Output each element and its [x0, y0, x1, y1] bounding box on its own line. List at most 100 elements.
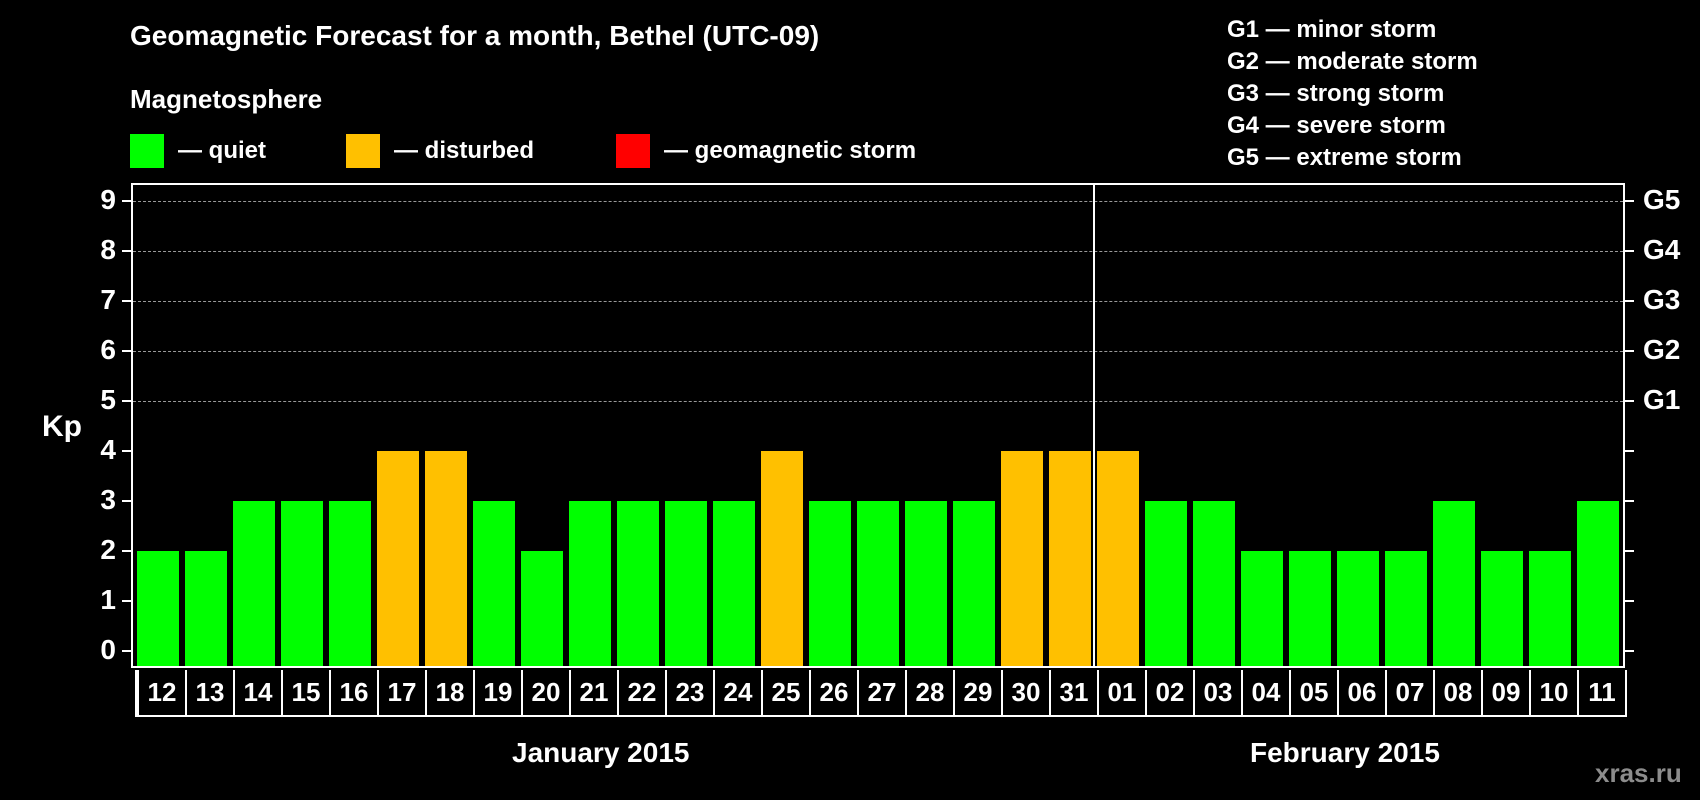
- kp-bar: [1289, 551, 1331, 666]
- day-label: 01: [1097, 670, 1145, 715]
- g5-legend: G5 — extreme storm: [1227, 144, 1462, 171]
- kp-bar: [1001, 451, 1043, 666]
- legend-quiet-label: — quiet: [178, 137, 266, 164]
- gridline: [133, 301, 1623, 302]
- y-tick-label: 5: [100, 384, 116, 415]
- y-tick: [122, 600, 131, 602]
- y-tick: [122, 200, 131, 202]
- day-label: 24: [713, 670, 761, 715]
- day-labels: 12 13 14 15 16 17 18 19 20 21 22 23 24 25 26 27 28 29 30 31…: [135, 670, 1627, 717]
- day-label: 06: [1337, 670, 1385, 715]
- kp-bar: [569, 501, 611, 666]
- day-label: 18: [425, 670, 473, 715]
- y-tick-label: 4: [100, 434, 116, 465]
- kp-bar: [329, 501, 371, 666]
- day-label: 21: [569, 670, 617, 715]
- right-tick: [1625, 250, 1634, 252]
- kp-bar: [1337, 551, 1379, 666]
- y-tick-label: 9: [100, 184, 116, 215]
- y-tick-label: 2: [100, 534, 116, 565]
- plot-area: [131, 183, 1625, 668]
- g-scale-label: G5: [1643, 184, 1681, 215]
- y-tick-label: 8: [100, 234, 116, 265]
- day-label: 14: [233, 670, 281, 715]
- kp-bar: [521, 551, 563, 666]
- kp-bar: [185, 551, 227, 666]
- kp-bar: [809, 501, 851, 666]
- g2-legend: G2 — moderate storm: [1227, 48, 1478, 75]
- right-tick: [1625, 500, 1634, 502]
- month-separator: [1093, 185, 1095, 666]
- kp-bar: [1193, 501, 1235, 666]
- kp-bar: [1097, 451, 1139, 666]
- legend-quiet: — quiet: [130, 134, 266, 168]
- day-label: 30: [1001, 670, 1049, 715]
- y-tick: [122, 550, 131, 552]
- y-axis-label: Kp: [42, 410, 82, 443]
- day-label: 17: [377, 670, 425, 715]
- y-tick: [122, 350, 131, 352]
- kp-bar: [953, 501, 995, 666]
- right-tick: [1625, 300, 1634, 302]
- day-label: 28: [905, 670, 953, 715]
- kp-bar: [713, 501, 755, 666]
- kp-bar: [617, 501, 659, 666]
- storm-swatch: [616, 134, 650, 168]
- y-tick-label: 7: [100, 284, 116, 315]
- y-tick: [122, 450, 131, 452]
- kp-bar: [233, 501, 275, 666]
- gridline: [133, 201, 1623, 202]
- right-tick: [1625, 350, 1634, 352]
- g3-legend: G3 — strong storm: [1227, 80, 1445, 107]
- legend-disturbed-label: — disturbed: [394, 137, 535, 164]
- month-label-january: January 2015: [512, 737, 690, 768]
- day-label: 22: [617, 670, 665, 715]
- right-tick: [1625, 650, 1634, 652]
- right-tick: [1625, 200, 1634, 202]
- kp-bar: [473, 501, 515, 666]
- day-label: 27: [857, 670, 905, 715]
- g-scale-label: G3: [1643, 284, 1681, 315]
- kp-bar: [425, 451, 467, 666]
- y-tick-label: 3: [100, 484, 116, 515]
- day-label: 10: [1529, 670, 1577, 715]
- kp-bar: [1241, 551, 1283, 666]
- kp-bar: [1433, 501, 1475, 666]
- day-label: 02: [1145, 670, 1193, 715]
- legend-storm: — geomagnetic storm: [616, 134, 916, 168]
- right-tick: [1625, 450, 1634, 452]
- day-label: 05: [1289, 670, 1337, 715]
- legend-disturbed: — disturbed: [346, 134, 534, 168]
- day-label: 13: [185, 670, 233, 715]
- day-label: 07: [1385, 670, 1433, 715]
- right-tick: [1625, 600, 1634, 602]
- y-tick-label: 6: [100, 334, 116, 365]
- y-tick: [122, 400, 131, 402]
- day-label: 12: [137, 670, 185, 715]
- gridline: [133, 251, 1623, 252]
- y-tick-label: 0: [100, 634, 116, 665]
- day-label: 23: [665, 670, 713, 715]
- gridline: [133, 351, 1623, 352]
- kp-bar: [137, 551, 179, 666]
- day-label: 16: [329, 670, 377, 715]
- kp-bar: [1145, 501, 1187, 666]
- kp-bar: [1577, 501, 1619, 666]
- kp-bar: [281, 501, 323, 666]
- day-label: 08: [1433, 670, 1481, 715]
- legend-storm-label: — geomagnetic storm: [664, 137, 917, 164]
- day-label: 04: [1241, 670, 1289, 715]
- y-tick: [122, 250, 131, 252]
- kp-bar: [905, 501, 947, 666]
- quiet-swatch: [130, 134, 164, 168]
- y-tick: [122, 650, 131, 652]
- y-tick: [122, 500, 131, 502]
- kp-bar: [377, 451, 419, 666]
- right-tick: [1625, 400, 1634, 402]
- g1-legend: G1 — minor storm: [1227, 16, 1437, 43]
- kp-bar: [1385, 551, 1427, 666]
- kp-bar: [761, 451, 803, 666]
- g4-legend: G4 — severe storm: [1227, 112, 1446, 139]
- kp-bar: [665, 501, 707, 666]
- storm-scale-legend: G1 — minor storm G2 — moderate storm G3 …: [1227, 14, 1478, 174]
